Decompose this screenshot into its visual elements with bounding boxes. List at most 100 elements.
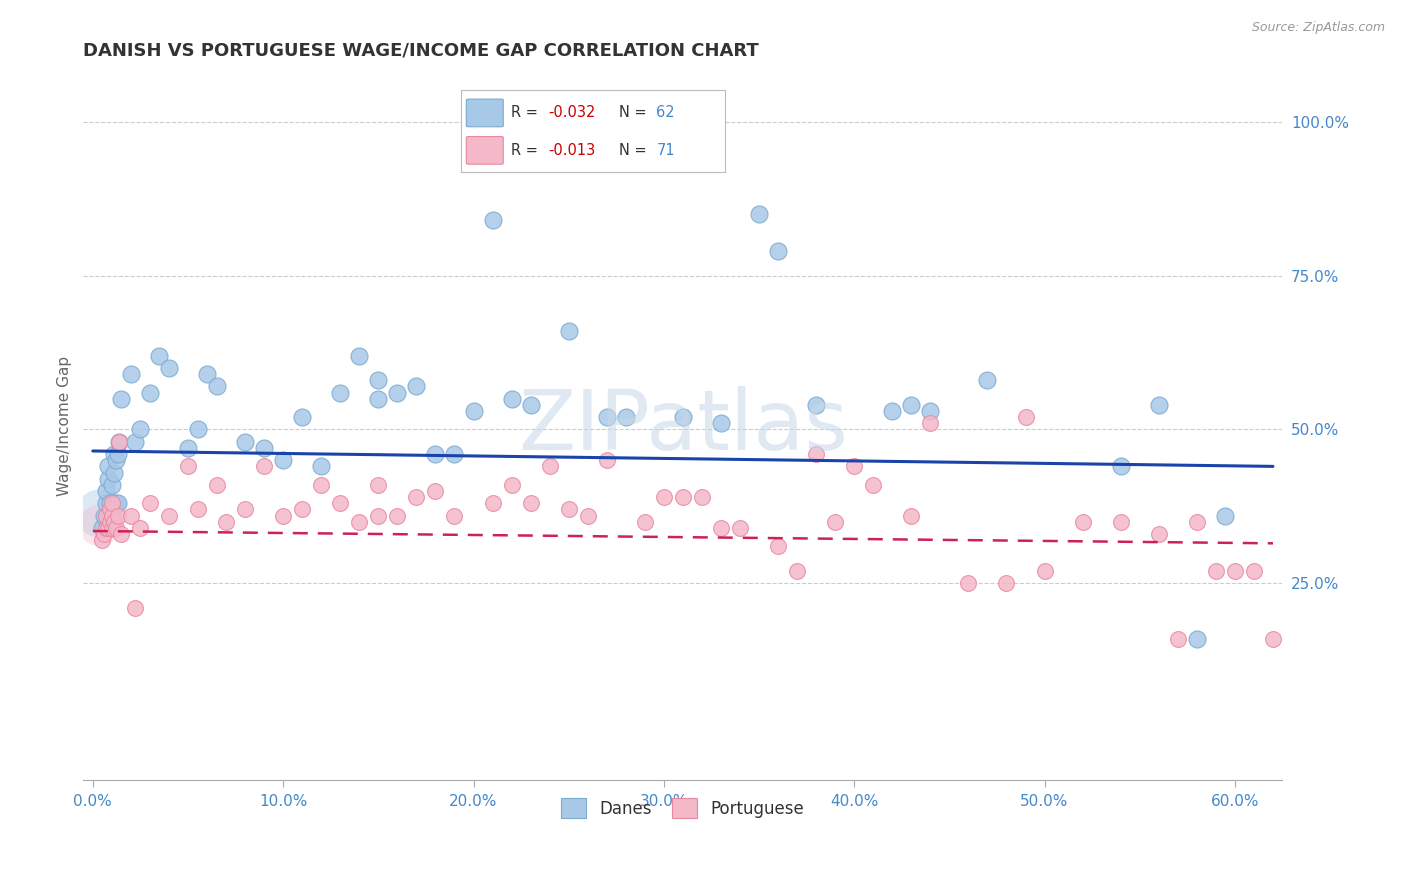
Point	[425, 483, 447, 498]
Point	[690, 490, 713, 504]
Point	[1223, 564, 1246, 578]
Point	[177, 441, 200, 455]
Point	[995, 576, 1018, 591]
Point	[367, 478, 389, 492]
Point	[253, 441, 276, 455]
Point	[103, 466, 125, 480]
Point	[107, 508, 129, 523]
Point	[108, 434, 131, 449]
Point	[97, 472, 120, 486]
Point	[93, 527, 115, 541]
Point	[157, 360, 180, 375]
Point	[538, 459, 561, 474]
Point	[1243, 564, 1265, 578]
Legend: Danes, Portuguese: Danes, Portuguese	[555, 791, 811, 825]
Point	[804, 447, 827, 461]
Point	[129, 422, 152, 436]
Point	[94, 496, 117, 510]
Point	[110, 392, 132, 406]
Point	[1147, 398, 1170, 412]
Point	[101, 478, 124, 492]
Point	[101, 508, 124, 523]
Point	[148, 349, 170, 363]
Point	[329, 385, 352, 400]
Point	[728, 521, 751, 535]
Point	[108, 434, 131, 449]
Point	[596, 410, 619, 425]
Point	[367, 392, 389, 406]
Point	[110, 527, 132, 541]
Point	[205, 478, 228, 492]
Point	[120, 367, 142, 381]
Point	[124, 434, 146, 449]
Point	[519, 398, 541, 412]
Point	[900, 508, 922, 523]
Point	[804, 398, 827, 412]
Point	[367, 508, 389, 523]
Point	[1215, 508, 1237, 523]
Point	[1261, 632, 1284, 646]
Point	[557, 502, 579, 516]
Point	[291, 502, 314, 516]
Point	[291, 410, 314, 425]
Point	[367, 373, 389, 387]
Point	[101, 521, 124, 535]
Point	[957, 576, 980, 591]
Point	[443, 447, 465, 461]
Point	[501, 392, 523, 406]
Point	[463, 404, 485, 418]
Point	[576, 508, 599, 523]
Point	[205, 379, 228, 393]
Point	[93, 508, 115, 523]
Point	[405, 490, 427, 504]
Point	[1071, 515, 1094, 529]
Point	[672, 410, 695, 425]
Point	[124, 601, 146, 615]
Point	[87, 517, 110, 532]
Point	[481, 213, 503, 227]
Text: Source: ZipAtlas.com: Source: ZipAtlas.com	[1251, 21, 1385, 34]
Point	[87, 506, 110, 520]
Point	[387, 508, 409, 523]
Point	[94, 521, 117, 535]
Point	[349, 515, 371, 529]
Point	[920, 417, 942, 431]
Point	[91, 521, 114, 535]
Point	[1205, 564, 1227, 578]
Point	[425, 447, 447, 461]
Point	[519, 496, 541, 510]
Point	[844, 459, 866, 474]
Point	[349, 349, 371, 363]
Point	[710, 417, 733, 431]
Point	[1014, 410, 1036, 425]
Point	[748, 207, 770, 221]
Point	[107, 496, 129, 510]
Text: DANISH VS PORTUGUESE WAGE/INCOME GAP CORRELATION CHART: DANISH VS PORTUGUESE WAGE/INCOME GAP COR…	[83, 42, 759, 60]
Point	[1147, 527, 1170, 541]
Point	[271, 453, 294, 467]
Point	[976, 373, 998, 387]
Point	[157, 508, 180, 523]
Point	[271, 508, 294, 523]
Point	[652, 490, 675, 504]
Point	[233, 434, 256, 449]
Point	[766, 540, 789, 554]
Point	[862, 478, 884, 492]
Point	[101, 521, 124, 535]
Point	[103, 447, 125, 461]
Point	[1185, 632, 1208, 646]
Point	[104, 496, 127, 510]
Point	[1109, 515, 1132, 529]
Point	[824, 515, 846, 529]
Point	[120, 508, 142, 523]
Point	[634, 515, 657, 529]
Point	[98, 508, 121, 523]
Point	[882, 404, 904, 418]
Point	[233, 502, 256, 516]
Point	[710, 521, 733, 535]
Point	[94, 483, 117, 498]
Point	[1185, 515, 1208, 529]
Point	[481, 496, 503, 510]
Point	[672, 490, 695, 504]
Point	[766, 244, 789, 258]
